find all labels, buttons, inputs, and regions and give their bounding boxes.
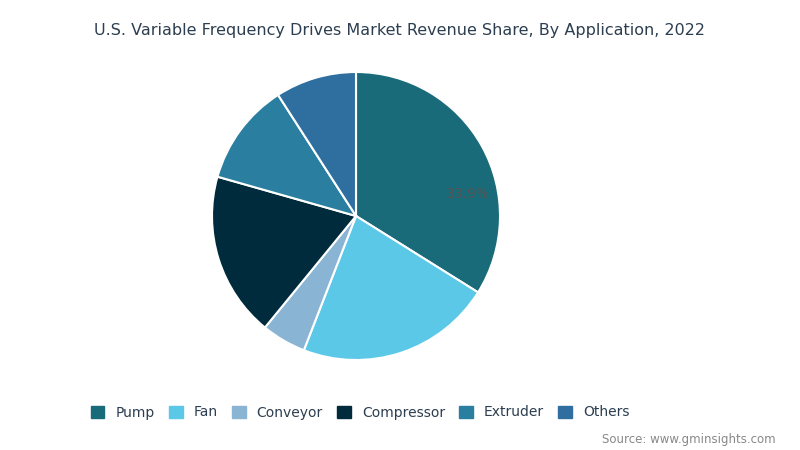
Text: U.S. Variable Frequency Drives Market Revenue Share, By Application, 2022: U.S. Variable Frequency Drives Market Re… bbox=[94, 22, 706, 37]
Text: 33.9%: 33.9% bbox=[446, 187, 490, 201]
Wedge shape bbox=[356, 72, 500, 292]
Text: Source: www.gminsights.com: Source: www.gminsights.com bbox=[602, 432, 776, 446]
Legend: Pump, Fan, Conveyor, Compressor, Extruder, Others: Pump, Fan, Conveyor, Compressor, Extrude… bbox=[85, 400, 635, 425]
Wedge shape bbox=[212, 177, 356, 328]
Wedge shape bbox=[278, 72, 356, 216]
Wedge shape bbox=[218, 95, 356, 216]
Wedge shape bbox=[304, 216, 478, 360]
Wedge shape bbox=[265, 216, 356, 350]
